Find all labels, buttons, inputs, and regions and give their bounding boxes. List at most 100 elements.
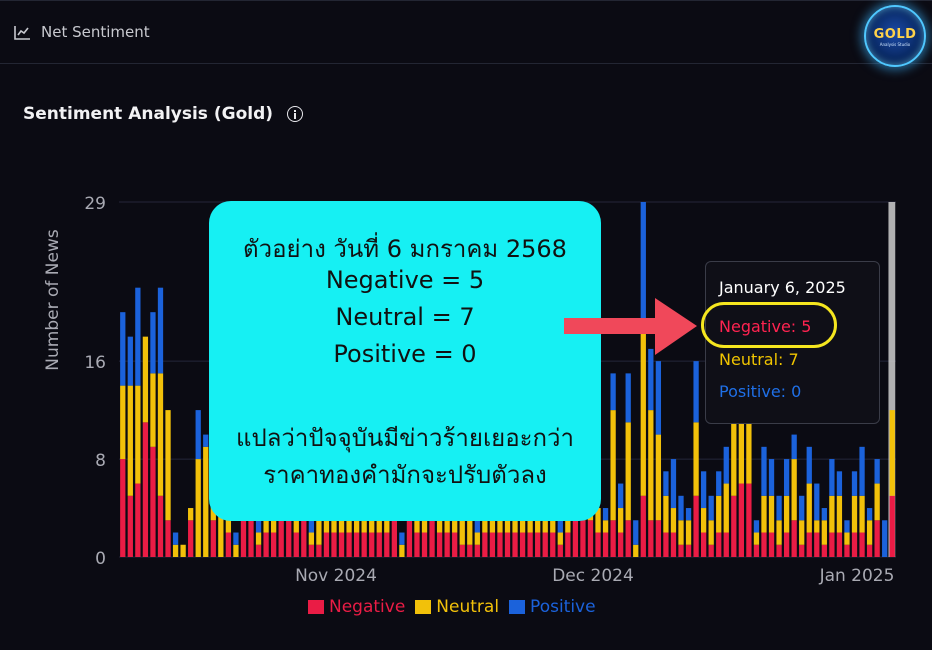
bar-neutral <box>127 385 133 496</box>
bar-neutral <box>467 520 473 545</box>
x-tick-label: Jan 2025 <box>819 566 895 586</box>
logo-text: GOLD <box>873 27 917 42</box>
bar-positive <box>829 459 835 496</box>
bar-negative <box>482 532 488 557</box>
bar-positive <box>120 312 126 386</box>
bar-negative <box>716 532 722 557</box>
bar-negative <box>844 544 850 557</box>
legend-neutral[interactable]: Neutral <box>415 597 499 617</box>
bar-negative <box>874 520 880 557</box>
bar-positive <box>602 508 609 521</box>
legend-negative[interactable]: Negative <box>308 597 405 617</box>
bar-positive <box>474 520 480 533</box>
bar-positive <box>633 520 639 545</box>
bar-positive <box>655 361 662 435</box>
bar-positive <box>708 495 714 521</box>
bar-negative <box>746 483 752 557</box>
bar-negative <box>595 532 601 557</box>
bar-negative <box>414 532 420 557</box>
chart-line-icon <box>14 25 31 40</box>
bar-negative <box>557 544 563 557</box>
tab-net-sentiment[interactable]: Net Sentiment <box>14 23 150 41</box>
bar-positive <box>663 471 669 496</box>
bar-negative <box>859 532 865 557</box>
bar-negative <box>157 495 164 557</box>
bar-neutral <box>723 483 729 533</box>
bar-negative <box>142 422 149 557</box>
bar-negative <box>565 532 571 557</box>
bar-positive <box>610 373 616 411</box>
bar-neutral <box>308 532 315 545</box>
bar-negative <box>459 544 465 557</box>
legend-negative-swatch <box>308 600 324 614</box>
bar-neutral <box>663 495 669 533</box>
bar-negative <box>120 459 126 557</box>
bar-negative <box>685 544 692 557</box>
bar-negative <box>467 544 473 557</box>
bar-positive <box>308 520 315 533</box>
bar-neutral <box>165 410 171 521</box>
bar-neutral <box>316 520 322 545</box>
bar-neutral <box>753 532 760 545</box>
bar-negative <box>316 544 322 557</box>
bar-neutral <box>874 483 880 521</box>
bar-negative <box>263 532 269 557</box>
bar-negative <box>761 532 767 557</box>
bar-negative <box>331 532 337 557</box>
bar-negative <box>436 532 443 557</box>
bar-neutral <box>203 446 209 557</box>
bar-neutral <box>761 495 767 533</box>
bar-positive <box>700 471 707 509</box>
bar-negative <box>165 520 171 557</box>
bar-positive <box>399 532 405 545</box>
bar-negative <box>753 544 760 557</box>
callout-line-6: ราคาทองคำมักจะปรับตัวลง <box>263 461 547 489</box>
bar-neutral <box>851 495 858 533</box>
bar-neutral <box>188 508 194 521</box>
legend-positive[interactable]: Positive <box>509 597 596 617</box>
bar-positive <box>685 508 692 521</box>
bar-negative <box>648 520 654 557</box>
bar-neutral <box>610 410 616 521</box>
bar-negative <box>866 544 873 557</box>
bar-negative <box>271 532 277 557</box>
bar-positive <box>776 495 782 521</box>
tooltip-neutral: Neutral: 7 <box>719 350 799 369</box>
chart-tooltip: January 6, 2025 Negative: 5 Neutral: 7 P… <box>705 261 880 424</box>
top-bar: Net Sentiment GOLD Analysis Studio <box>0 0 932 67</box>
bar-negative <box>369 532 375 557</box>
tooltip-date: January 6, 2025 <box>719 278 846 297</box>
bar-neutral <box>678 520 684 545</box>
bar-negative <box>278 520 284 557</box>
info-icon[interactable] <box>287 106 304 122</box>
bar-negative <box>738 483 744 557</box>
bar-negative <box>489 532 496 557</box>
bar-negative <box>353 532 360 557</box>
y-tick-label: 16 <box>84 353 106 373</box>
bar-neutral <box>768 495 775 533</box>
bar-neutral <box>640 324 646 496</box>
bar-negative <box>670 532 677 557</box>
bar-negative <box>655 520 662 557</box>
bar-negative <box>512 532 518 557</box>
bar-neutral <box>814 520 820 533</box>
bar-neutral <box>180 544 186 557</box>
bar-positive <box>799 495 805 521</box>
bar-negative <box>429 520 435 557</box>
logo-subtext: Analysis Studio <box>879 42 911 47</box>
bar-positive <box>648 348 654 411</box>
bar-positive <box>625 373 631 423</box>
explanation-callout: ตัวอย่าง วันที่ 6 มกราคม 2568 Negative =… <box>209 201 601 521</box>
bar-positive <box>618 483 624 509</box>
bar-negative <box>776 544 782 557</box>
bar-negative <box>829 532 835 557</box>
bar-negative <box>625 520 631 557</box>
bar-neutral <box>783 495 790 533</box>
bar-positive <box>806 446 812 484</box>
chart-legend: Negative Neutral Positive <box>308 597 596 617</box>
bar-negative <box>406 520 413 557</box>
bar-positive <box>753 520 760 533</box>
bar-positive <box>203 434 209 447</box>
bar-positive <box>866 508 873 521</box>
bar-positive <box>882 520 888 557</box>
